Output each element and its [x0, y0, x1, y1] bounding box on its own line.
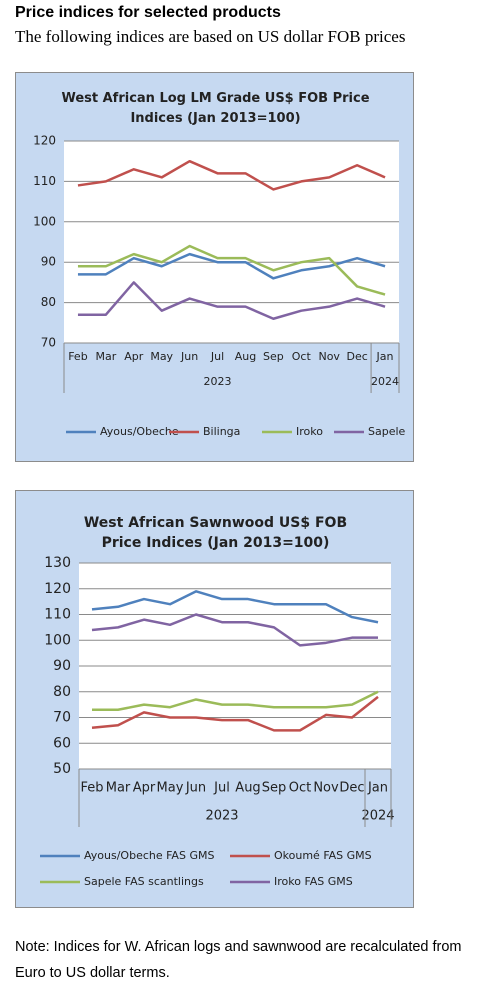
- y-tick-label: 90: [41, 255, 56, 269]
- legend-label: Bilinga: [203, 425, 240, 438]
- y-tick-label: 70: [53, 710, 71, 726]
- y-tick-label: 110: [44, 607, 71, 623]
- y-tick-label: 110: [33, 174, 56, 188]
- legend-label: Iroko: [296, 425, 323, 438]
- x-tick-label: Nov: [313, 781, 339, 796]
- plot-area: [64, 141, 399, 343]
- y-tick-label: 120: [44, 581, 71, 597]
- series-line: [91, 613, 378, 647]
- x-tick-label: Jul: [210, 350, 224, 363]
- legend-label: Ayous/Obeche: [100, 425, 179, 438]
- series-line: [77, 159, 386, 191]
- x-tick-label: Mar: [106, 781, 131, 796]
- y-tick-label: 50: [53, 761, 71, 777]
- x-group-label: 2023: [204, 375, 232, 388]
- chart-title: West African Sawnwood US$ FOB Price Indi…: [83, 515, 348, 551]
- y-tick-label: 100: [33, 214, 56, 228]
- y-tick-label: 80: [53, 684, 71, 700]
- x-tick-label: Dec: [339, 781, 364, 796]
- header-title: Price indices for selected products: [15, 4, 281, 21]
- y-tick-label: 70: [41, 336, 56, 350]
- plot-svg: 50 60 70 80 90 100 110 120 130 Feb Mar Apr May Jun Jul…: [40, 555, 395, 888]
- x-tick-label: May: [150, 350, 173, 363]
- legend-label: Ayous/Obeche FAS GMS: [84, 849, 214, 862]
- legend-label: Sapele: [368, 425, 406, 438]
- x-tick-label: Mar: [95, 350, 116, 363]
- x-tick-label: Apr: [133, 781, 156, 796]
- x-tick-label: Oct: [289, 781, 311, 796]
- x-group-label: 2024: [371, 375, 399, 388]
- series-line: [77, 244, 386, 296]
- x-group-label: 2023: [205, 809, 238, 824]
- plot-svg: 70 80 90 100 110 120 Feb Mar Apr May Jun Jul Aug Sep O…: [33, 134, 406, 439]
- chart: West African Sawnwood US$ FOB Price Indi…: [15, 490, 414, 908]
- x-tick-label: May: [157, 781, 184, 796]
- x-tick-label: Aug: [235, 781, 260, 796]
- y-tick-label: 130: [44, 555, 71, 571]
- chart: West African Log LM Grade US$ FOB Price …: [15, 72, 414, 462]
- y-tick-label: 60: [53, 735, 71, 751]
- series-line: [77, 252, 386, 280]
- x-tick-label: Jan: [367, 781, 388, 796]
- x-tick-label: Feb: [68, 350, 87, 363]
- x-tick-label: Nov: [318, 350, 340, 363]
- x-tick-label: Apr: [124, 350, 144, 363]
- header-subtitle: The following indices are based on US do…: [15, 27, 406, 46]
- x-tick-label: Jan: [376, 350, 394, 363]
- y-tick-label: 120: [33, 134, 56, 148]
- y-tick-label: 100: [44, 632, 71, 648]
- x-tick-label: Oct: [292, 350, 312, 363]
- x-tick-label: Jun: [180, 350, 198, 363]
- x-tick-label: Aug: [235, 350, 256, 363]
- x-tick-label: Dec: [346, 350, 367, 363]
- note: Note: Indices for W. African logs and sa…: [15, 939, 462, 981]
- series-line: [92, 690, 379, 712]
- y-tick-label: 90: [53, 658, 71, 674]
- x-tick-label: Sep: [263, 350, 284, 363]
- legend-label: Sapele FAS scantlings: [84, 875, 204, 888]
- x-tick-label: Sep: [262, 781, 287, 796]
- chart-title: West African Log LM Grade US$ FOB Price …: [61, 91, 370, 126]
- x-tick-label: Jul: [213, 781, 230, 796]
- x-tick-label: Feb: [80, 781, 103, 796]
- legend-label: Iroko FAS GMS: [274, 875, 353, 888]
- y-tick-label: 80: [41, 295, 56, 309]
- series-line: [91, 695, 379, 732]
- x-tick-label: Jun: [185, 781, 206, 796]
- series-line: [77, 281, 386, 321]
- legend-label: Okoumé FAS GMS: [274, 849, 372, 862]
- series-line: [91, 590, 379, 624]
- x-group-label: 2024: [361, 809, 394, 824]
